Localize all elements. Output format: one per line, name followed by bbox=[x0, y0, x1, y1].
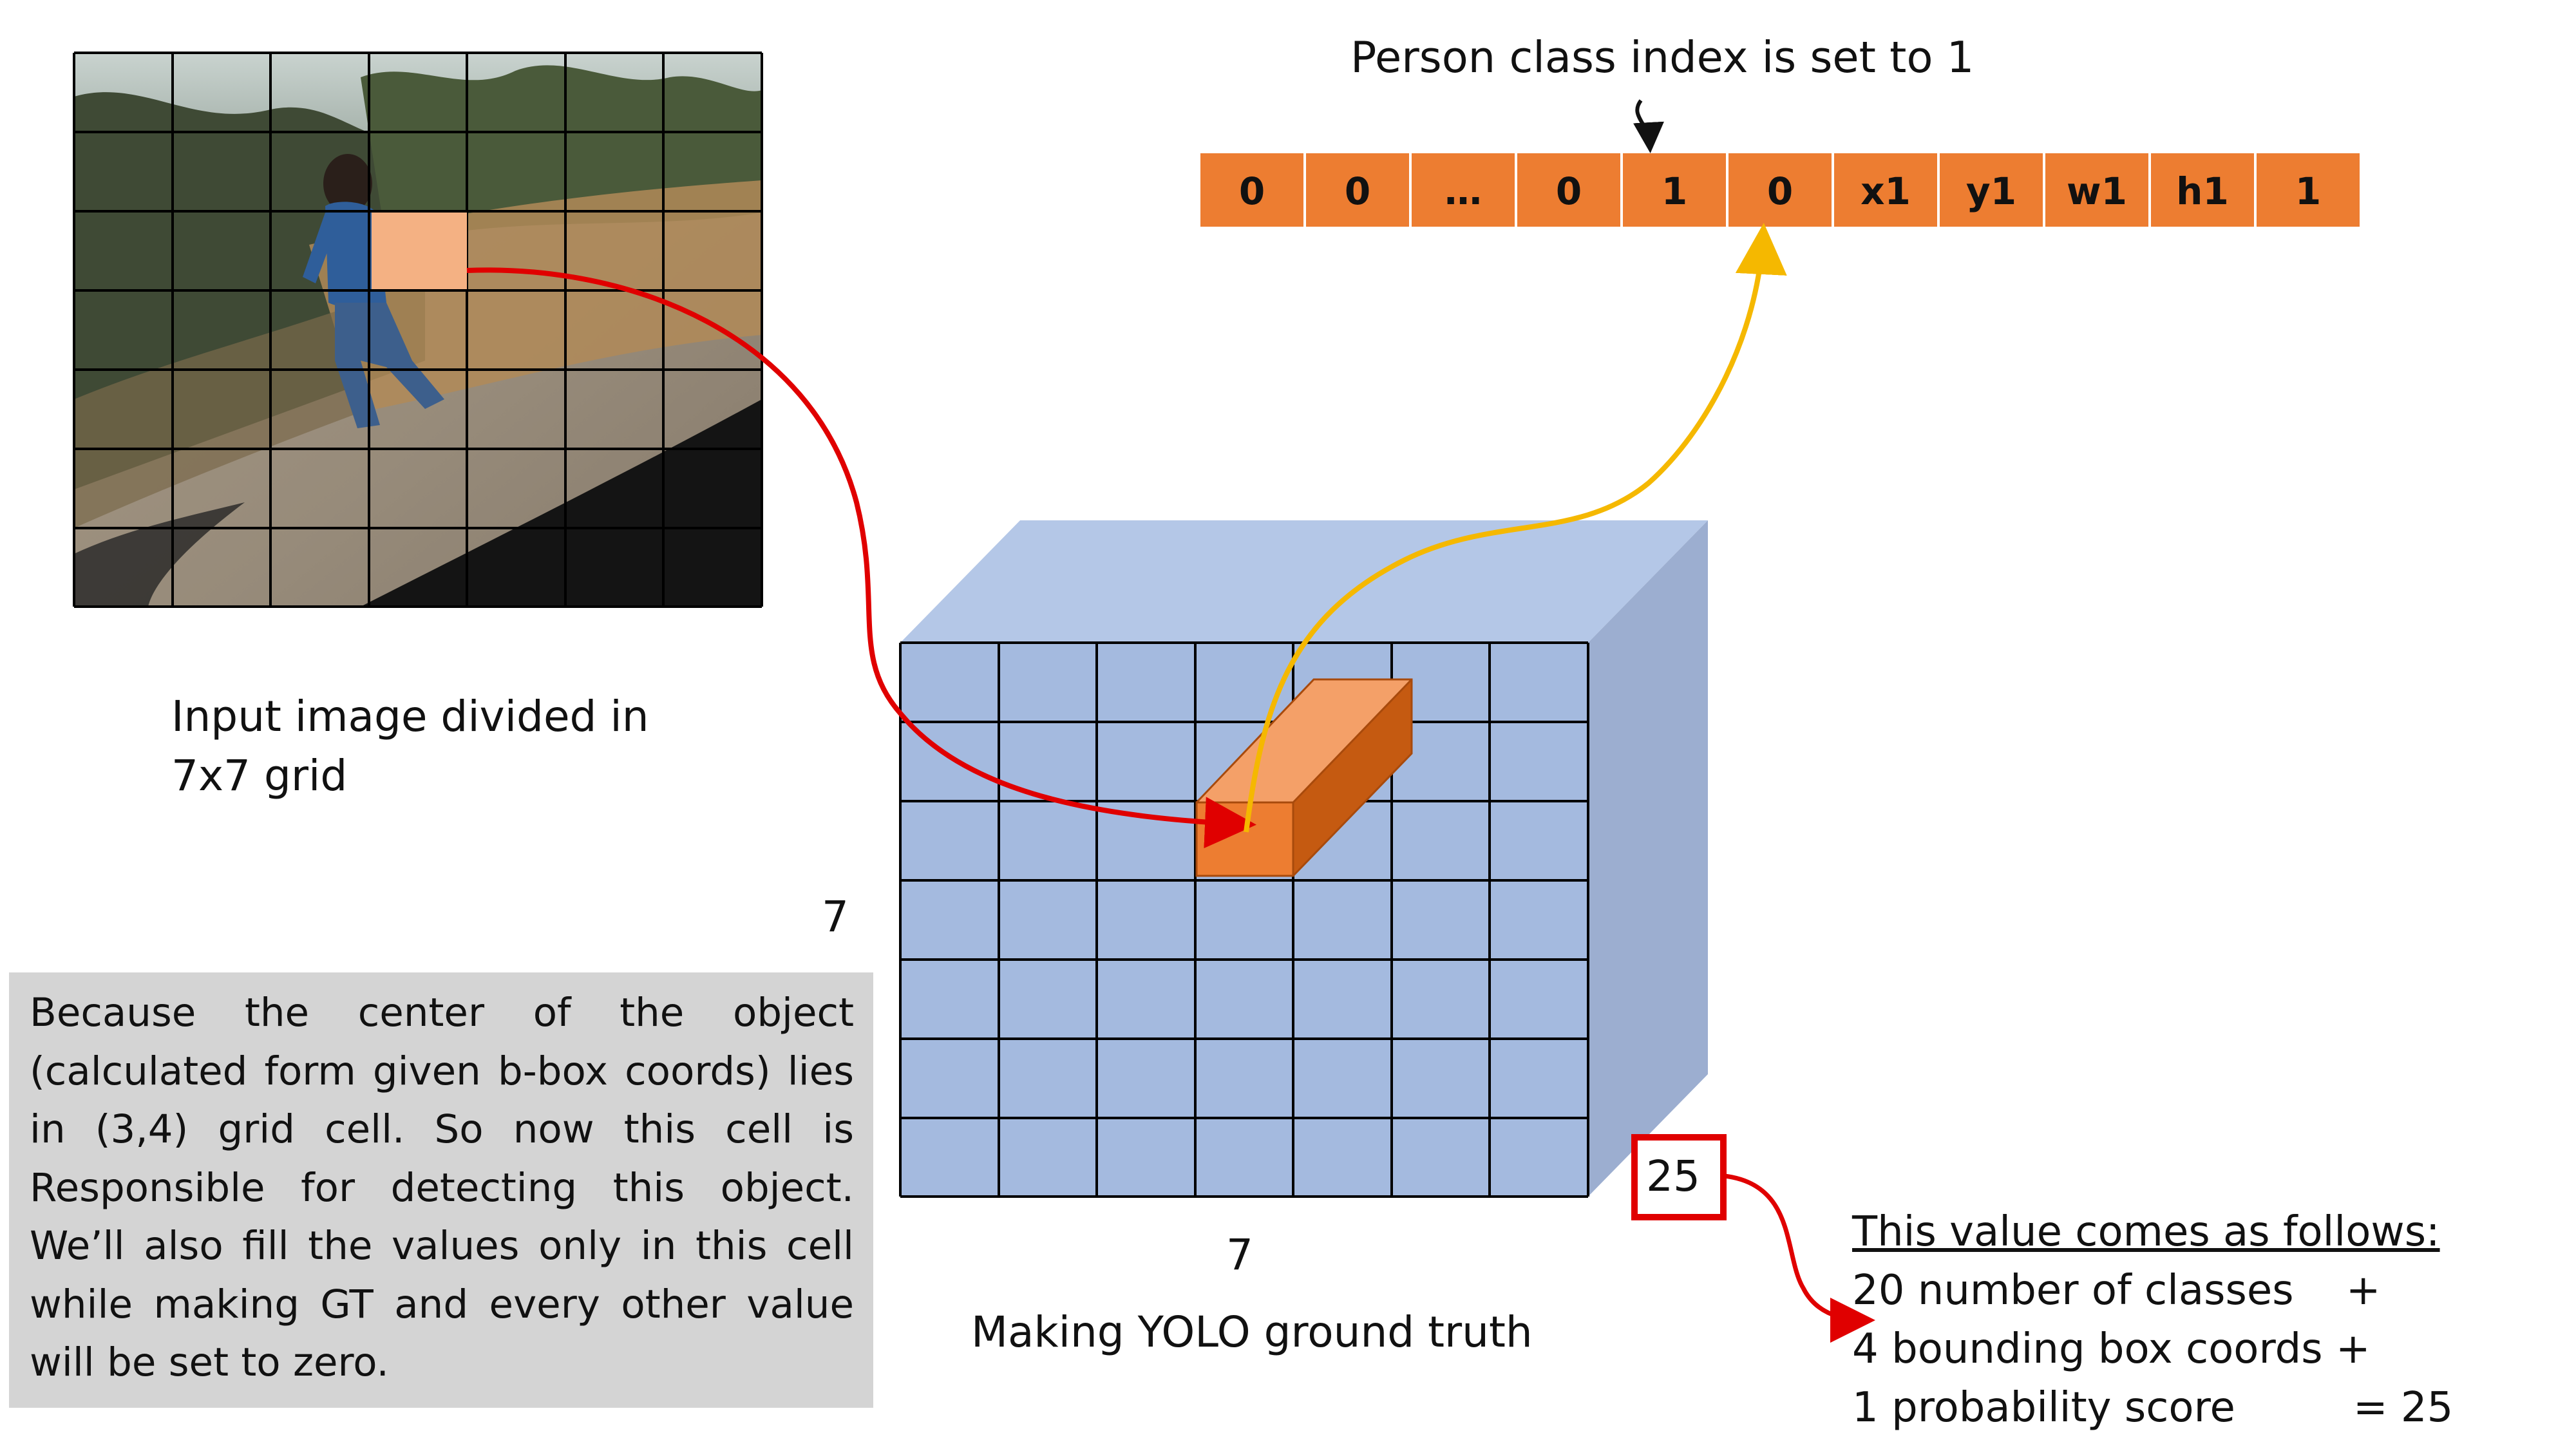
vector-cell-label: 1 bbox=[2295, 169, 2321, 213]
tensor-top-face bbox=[900, 520, 1708, 643]
photo-shadow bbox=[361, 399, 762, 607]
input-caption-line-1: Input image divided in bbox=[171, 692, 649, 741]
depth-value-label: 25 bbox=[1646, 1151, 1700, 1201]
depth-explanation-heading: This value comes as follows: bbox=[1852, 1208, 2440, 1256]
tensor-front-face bbox=[900, 643, 1588, 1197]
vector-caption: Person class index is set to 1 bbox=[1350, 32, 1975, 82]
vector-cell bbox=[1834, 153, 1937, 227]
explanation-note-text: Because the center of the object (calcul… bbox=[30, 990, 854, 1385]
vector-cell-label: 0 bbox=[1239, 169, 1265, 213]
depth-explanation-line-classes: 20 number of classes + bbox=[1852, 1267, 2381, 1314]
depth-explanation: This value comes as follows: 20 number o… bbox=[1852, 1203, 2453, 1437]
vector-cell bbox=[1412, 153, 1515, 227]
input-caption-line-2: 7x7 grid bbox=[171, 751, 348, 800]
vector-cell bbox=[1623, 153, 1726, 227]
vector-cell-label: x1 bbox=[1861, 169, 1911, 213]
vector-cell bbox=[1517, 153, 1620, 227]
photo-person bbox=[303, 154, 444, 428]
depth-value-box bbox=[1631, 1134, 1727, 1220]
depth-to-vector-arrow bbox=[1244, 223, 1787, 833]
vector-cell bbox=[1200, 153, 1303, 227]
class-index-pointer-arrow bbox=[1633, 99, 1664, 153]
explanation-note-box: Because the center of the object (calcul… bbox=[9, 972, 873, 1408]
vector-cell-label: 0 bbox=[1556, 169, 1582, 213]
gt-tensor bbox=[899, 520, 1708, 1198]
grid-width-label: 7 bbox=[1226, 1230, 1253, 1280]
depth-explanation-arrow bbox=[1724, 1173, 1875, 1343]
depth-explanation-line-score: 1 probability score = 25 bbox=[1852, 1384, 2454, 1432]
input-grid-lines bbox=[73, 52, 763, 608]
vector-cell bbox=[1728, 153, 1832, 227]
vector-cell-label: 0 bbox=[1345, 169, 1370, 213]
vector-cell-label: w1 bbox=[2067, 169, 2127, 213]
vector-cell-label: 0 bbox=[1767, 169, 1793, 213]
gt-vector: 0 0 … 0 1 0 x1 y1 w1 h1 1 bbox=[1200, 153, 2360, 227]
vector-cell bbox=[1940, 153, 2043, 227]
tensor-side-face bbox=[1588, 520, 1708, 1197]
vector-cell bbox=[1306, 153, 1409, 227]
vector-cell-label: y1 bbox=[1966, 169, 2016, 213]
input-photo bbox=[73, 52, 763, 608]
vector-cell-label: … bbox=[1444, 169, 1482, 213]
tensor-caption: Making YOLO ground truth bbox=[971, 1307, 1533, 1357]
vector-cell-label: h1 bbox=[2176, 169, 2229, 213]
vector-cell bbox=[2257, 153, 2360, 227]
vector-cell bbox=[2045, 153, 2148, 227]
cell-mapping-arrow bbox=[466, 267, 1256, 849]
grid-height-label: 7 bbox=[822, 892, 849, 942]
vector-cell bbox=[2151, 153, 2254, 227]
responsible-cell-highlight bbox=[372, 213, 467, 289]
depth-explanation-line-coords: 4 bounding box coords + bbox=[1852, 1325, 2371, 1373]
vector-cell-label: 1 bbox=[1662, 169, 1687, 213]
